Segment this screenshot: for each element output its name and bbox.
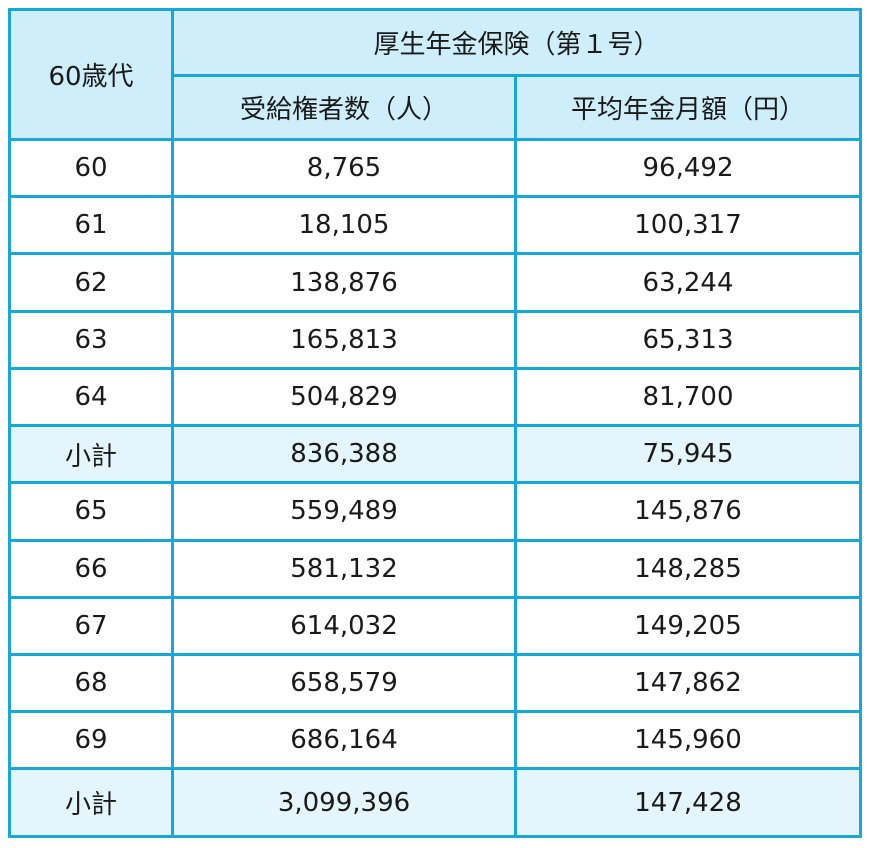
age-cell: 67: [8, 595, 174, 656]
avg-pension-cell: 148,285: [513, 538, 863, 599]
recipients-cell: 614,032: [171, 595, 517, 656]
age-cell: 62: [8, 252, 174, 313]
recipients-cell: 3,099,396: [171, 767, 517, 838]
subtotal-row: 小計 3,099,396 147,428: [8, 767, 863, 838]
age-cell: 69: [8, 710, 174, 771]
age-cell: 小計: [8, 424, 174, 485]
table-row: 62 138,876 63,244: [8, 252, 863, 313]
table-row: 66 581,132 148,285: [8, 538, 863, 599]
avg-pension-cell: 147,862: [513, 652, 863, 714]
age-cell: 66: [8, 538, 174, 599]
avg-pension-cell: 63,244: [513, 252, 863, 313]
header-row-1: 60歳代 厚生年金保険（第１号）: [8, 8, 863, 141]
header-recipients: 受給権者数（人）: [171, 74, 517, 141]
table-row: 69 686,164 145,960: [8, 710, 863, 771]
avg-pension-cell: 65,313: [513, 309, 863, 370]
age-cell: 64: [8, 366, 174, 428]
recipients-cell: 686,164: [171, 710, 517, 771]
avg-pension-cell: 145,876: [513, 481, 863, 542]
age-cell: 61: [8, 195, 174, 256]
age-cell: 63: [8, 309, 174, 370]
recipients-cell: 581,132: [171, 538, 517, 599]
table-row: 67 614,032 149,205: [8, 595, 863, 656]
recipients-cell: 658,579: [171, 652, 517, 714]
avg-pension-cell: 147,428: [513, 767, 863, 838]
subtotal-row: 小計 836,388 75,945: [8, 424, 863, 485]
avg-pension-cell: 96,492: [513, 137, 863, 199]
table-row: 68 658,579 147,862: [8, 652, 863, 714]
table-row: 63 165,813 65,313: [8, 309, 863, 370]
recipients-cell: 138,876: [171, 252, 517, 313]
header-avg-pension: 平均年金月額（円）: [513, 74, 863, 141]
age-cell: 60: [8, 137, 174, 199]
header-row-2: 受給権者数（人） 平均年金月額（円）: [10, 74, 863, 141]
recipients-cell: 8,765: [171, 137, 517, 199]
avg-pension-cell: 100,317: [513, 195, 863, 256]
pension-table: 60歳代 厚生年金保険（第１号） 受給権者数（人） 平均年金月額（円） 60 8…: [8, 8, 863, 838]
recipients-cell: 559,489: [171, 481, 517, 542]
avg-pension-cell: 75,945: [513, 424, 863, 485]
recipients-cell: 836,388: [171, 424, 517, 485]
table-row: 65 559,489 145,876: [8, 481, 863, 542]
header-group-title: 厚生年金保険（第１号）: [170, 8, 863, 77]
avg-pension-cell: 145,960: [513, 710, 863, 771]
recipients-cell: 504,829: [171, 366, 517, 428]
table-row: 61 18,105 100,317: [8, 195, 863, 256]
table-row: 64 504,829 81,700: [8, 366, 863, 428]
age-cell: 65: [8, 481, 174, 542]
avg-pension-cell: 81,700: [513, 366, 863, 428]
header-age-group: 60歳代: [8, 8, 174, 141]
recipients-cell: 165,813: [171, 309, 517, 370]
age-cell: 68: [8, 652, 174, 714]
recipients-cell: 18,105: [171, 195, 517, 256]
avg-pension-cell: 149,205: [513, 595, 863, 656]
table-row: 60 8,765 96,492: [8, 137, 863, 199]
age-cell: 小計: [8, 767, 174, 838]
